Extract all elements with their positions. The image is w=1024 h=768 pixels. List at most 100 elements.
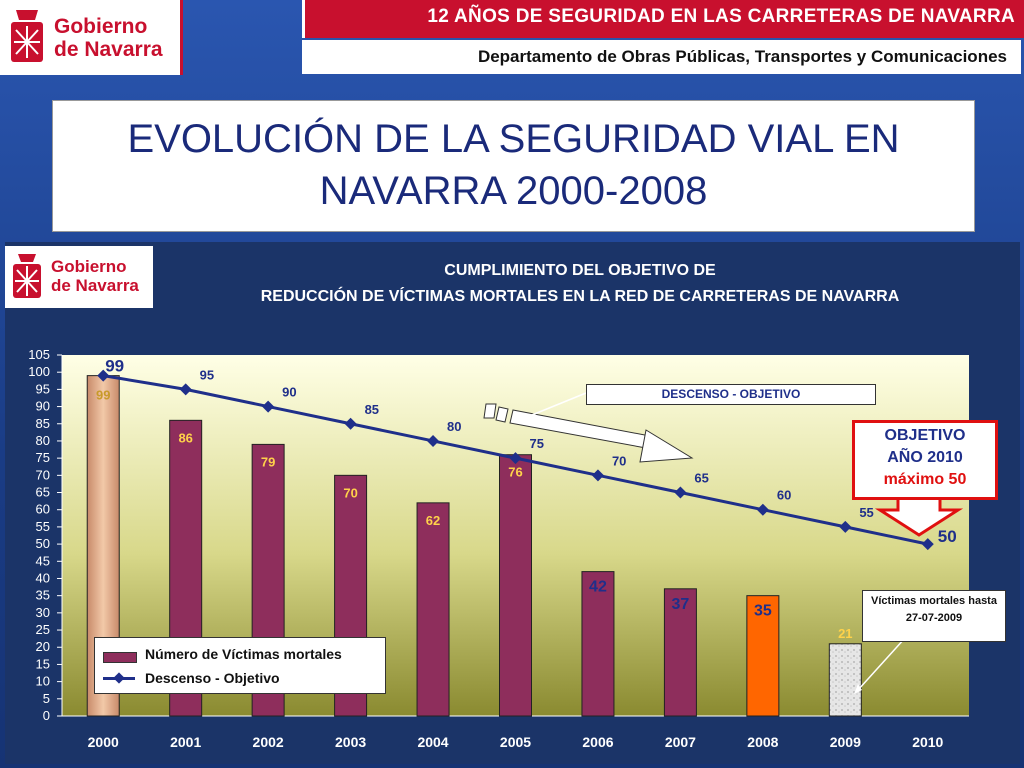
- bar-value-label: 79: [261, 454, 275, 469]
- y-tick-label: 105: [28, 347, 50, 362]
- line-point: [674, 486, 687, 499]
- chart-title: CUMPLIMIENTO DEL OBJETIVO DE REDUCCIÓN D…: [175, 258, 985, 310]
- y-tick-label: 65: [36, 485, 50, 500]
- line-point: [756, 503, 769, 516]
- logo-text-line2: de Navarra: [54, 38, 163, 61]
- y-tick-label: 50: [36, 536, 50, 551]
- y-tick-label: 55: [36, 519, 50, 534]
- bar: [416, 502, 450, 717]
- chart-title-line1: CUMPLIMIENTO DEL OBJETIVO DE: [444, 262, 716, 279]
- descenso-leader: [531, 392, 587, 416]
- chart-logo: Gobierno de Navarra: [5, 246, 153, 308]
- line-value-label: 80: [447, 419, 461, 434]
- chart-title-line2: REDUCCIÓN DE VÍCTIMAS MORTALES EN LA RED…: [260, 288, 900, 305]
- y-tick-label: 20: [36, 639, 50, 654]
- y-tick-label: 75: [36, 450, 50, 465]
- header-banner: 12 AÑOS DE SEGURIDAD EN LAS CARRETERAS D…: [302, 0, 1024, 38]
- x-tick-label: 2010: [912, 734, 943, 750]
- victimas-line2: 27-07-2009: [905, 612, 963, 624]
- line-point: [262, 400, 275, 413]
- victimas-pointer: [854, 637, 906, 694]
- descenso-arrow: [483, 403, 694, 463]
- victimas-note: Víctimas mortales hasta 27-07-2009: [862, 590, 1006, 642]
- line-point: [427, 434, 440, 447]
- logo-text-line1: Gobierno: [54, 15, 148, 38]
- line-point: [97, 369, 110, 382]
- objetivo-line2: AÑO 2010: [887, 449, 963, 466]
- line-value-label: 85: [365, 402, 379, 417]
- bar: [828, 643, 862, 717]
- line-point: [839, 520, 852, 533]
- slide-title-line2: NAVARRA 2000-2008: [319, 169, 708, 213]
- chart-logo-line1: Gobierno: [51, 257, 127, 276]
- navarra-shield-icon: [13, 254, 41, 298]
- department-bar: Departamento de Obras Públicas, Transpor…: [302, 40, 1021, 74]
- y-tick-label: 70: [36, 467, 50, 482]
- slide-title-box: EVOLUCIÓN DE LA SEGURIDAD VIAL EN NAVARR…: [52, 100, 975, 232]
- descenso-label: DESCENSO - OBJETIVO: [586, 384, 876, 405]
- line-point: [344, 417, 357, 430]
- objetivo-line3: máximo 50: [883, 471, 967, 488]
- y-tick-label: 90: [36, 399, 50, 414]
- bar-value-label: 21: [838, 626, 852, 641]
- bar: [746, 595, 780, 717]
- y-tick-label: 15: [36, 656, 50, 671]
- department-text: Departamento de Obras Públicas, Transpor…: [477, 47, 1007, 66]
- objetivo-line1: OBJETIVO: [884, 427, 966, 444]
- y-tick-label: 0: [43, 708, 50, 723]
- line-value-label: 60: [777, 488, 791, 503]
- legend-bar-label: Número de Víctimas mortales: [145, 646, 342, 662]
- legend-line-marker: [113, 672, 125, 684]
- y-tick-label: 80: [36, 433, 50, 448]
- line-value-label: 55: [859, 505, 873, 520]
- line-point: [179, 383, 192, 396]
- y-tick-label: 10: [36, 674, 50, 689]
- y-tick-label: 45: [36, 553, 50, 568]
- bar-value-label: 37: [672, 596, 690, 613]
- bar-value-label: 76: [508, 465, 522, 480]
- line-value-label: 90: [282, 385, 296, 400]
- bar-value-label: 86: [178, 430, 192, 445]
- bar-label-bg: [583, 576, 612, 597]
- line-value-label: 65: [694, 471, 708, 486]
- objetivo-box: OBJETIVO AÑO 2010 máximo 50: [852, 420, 998, 500]
- line-point: [921, 538, 934, 551]
- header-banner-text: 12 AÑOS DE SEGURIDAD EN LAS CARRETERAS D…: [427, 6, 1015, 27]
- bar-value-label: 42: [589, 579, 607, 596]
- y-tick-label: 85: [36, 416, 50, 431]
- bar-value-label: 70: [343, 485, 357, 500]
- x-tick-label: 2008: [747, 734, 778, 750]
- x-tick-label: 2006: [582, 734, 613, 750]
- y-tick-label: 5: [43, 691, 50, 706]
- x-tick-label: 2003: [335, 734, 366, 750]
- chart-legend: Número de Víctimas mortales Descenso - O…: [94, 637, 386, 694]
- line-value-label: 99: [105, 357, 124, 376]
- bar-value-label: 35: [754, 603, 772, 620]
- y-tick-label: 40: [36, 570, 50, 585]
- slide-title: EVOLUCIÓN DE LA SEGURIDAD VIAL EN NAVARR…: [53, 113, 974, 217]
- bar-label-bg: [666, 593, 695, 614]
- x-tick-label: 2000: [88, 734, 119, 750]
- y-tick-label: 100: [28, 364, 50, 379]
- x-tick-label: 2007: [665, 734, 696, 750]
- navarra-shield-icon: [11, 10, 43, 62]
- x-tick-label: 2005: [500, 734, 531, 750]
- bar-value-label: 99: [96, 388, 110, 403]
- y-tick-label: 35: [36, 588, 50, 603]
- y-tick-label: 30: [36, 605, 50, 620]
- bar: [499, 454, 532, 717]
- y-tick-label: 25: [36, 622, 50, 637]
- legend-bar-swatch: [103, 652, 137, 663]
- slide-title-line1: EVOLUCIÓN DE LA SEGURIDAD VIAL EN: [127, 117, 900, 161]
- victimas-line1: Víctimas mortales hasta: [871, 595, 997, 607]
- line-point: [509, 452, 522, 465]
- line-point: [591, 469, 604, 482]
- x-tick-label: 2009: [830, 734, 861, 750]
- line-value-label: 70: [612, 453, 626, 468]
- legend-line-label: Descenso - Objetivo: [145, 670, 280, 686]
- x-tick-label: 2004: [417, 734, 448, 750]
- line-value-label: 50: [938, 527, 957, 546]
- bar-value-label: 62: [426, 513, 440, 528]
- y-tick-label: 95: [36, 381, 50, 396]
